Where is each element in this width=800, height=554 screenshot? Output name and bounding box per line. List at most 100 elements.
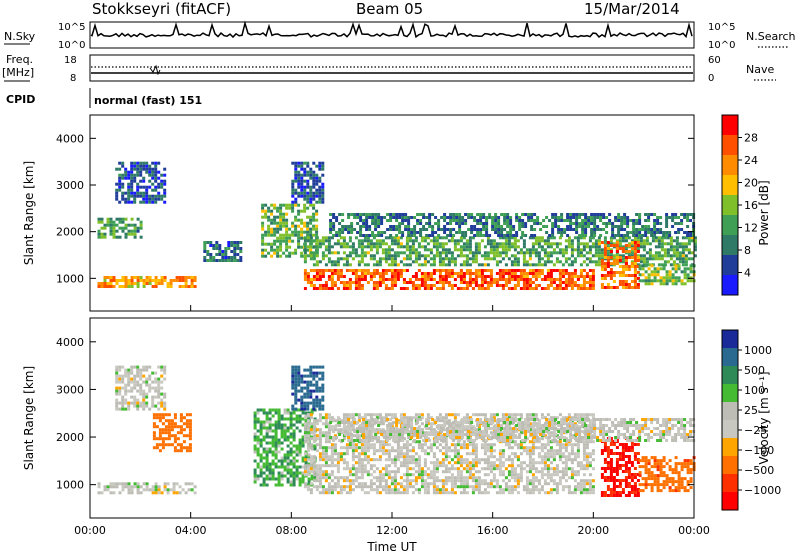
heatmap-cell — [423, 278, 427, 281]
heatmap-cell — [644, 213, 648, 216]
heatmap-cell — [660, 236, 664, 240]
heatmap-cell — [423, 464, 427, 468]
heatmap-cell — [277, 480, 281, 484]
heatmap-cell — [459, 482, 463, 486]
heatmap-cell — [389, 216, 393, 219]
heatmap-cell — [474, 482, 478, 486]
heatmap-cell — [145, 383, 149, 387]
heatmap-cell — [432, 443, 436, 447]
heatmap-cell — [224, 259, 228, 262]
heatmap-cell — [624, 274, 628, 277]
heatmap-cell — [552, 263, 556, 267]
heatmap-cell — [516, 257, 520, 261]
freq-label: Freq. — [6, 53, 33, 66]
heatmap-cell — [384, 467, 388, 471]
heatmap-cell — [336, 272, 340, 275]
heatmap-cell — [533, 213, 537, 216]
heatmap-cell — [315, 212, 319, 216]
heatmap-cell — [292, 429, 296, 433]
heatmap-cell — [127, 182, 131, 186]
heatmap-cell — [130, 185, 134, 189]
heatmap-cell — [624, 286, 628, 289]
heatmap-cell — [438, 461, 442, 465]
heatmap-cell — [303, 203, 307, 207]
heatmap-cell — [321, 257, 325, 261]
heatmap-cell — [575, 222, 579, 225]
heatmap-cell — [552, 287, 556, 290]
colorbar-tick-label: 12 — [744, 222, 758, 235]
heatmap-cell — [283, 468, 287, 472]
heatmap-cell — [635, 219, 639, 222]
heatmap-cell — [474, 248, 478, 252]
heatmap-cell — [647, 267, 651, 271]
heatmap-cell — [261, 203, 265, 207]
heatmap-cell — [357, 278, 361, 281]
heatmap-cell — [321, 404, 325, 408]
heatmap-cell — [495, 281, 499, 284]
heatmap-cell — [294, 224, 298, 228]
heatmap-cell — [384, 284, 388, 287]
heatmap-cell — [399, 236, 403, 240]
heatmap-cell — [543, 263, 547, 267]
heatmap-cell — [507, 455, 511, 459]
heatmap-cell — [309, 422, 313, 426]
heatmap-cell — [193, 285, 197, 288]
heatmap-cell — [315, 233, 319, 237]
heatmap-cell — [411, 260, 415, 264]
heatmap-cell — [267, 206, 271, 210]
heatmap-cell — [351, 446, 355, 450]
heatmap-cell — [381, 485, 385, 489]
heatmap-cell — [279, 224, 283, 228]
heatmap-cell — [384, 479, 388, 483]
heatmap-cell — [543, 242, 547, 246]
heatmap-cell — [513, 485, 517, 489]
heatmap-cell — [318, 464, 322, 468]
heatmap-cell — [680, 270, 684, 274]
heatmap-cell — [393, 281, 397, 284]
heatmap-cell — [303, 467, 307, 471]
heatmap-cell — [270, 227, 274, 231]
heatmap-cell — [654, 251, 658, 255]
heatmap-cell — [133, 179, 137, 183]
heatmap-cell — [582, 284, 586, 287]
heatmap-cell — [494, 219, 498, 222]
heatmap-cell — [662, 234, 666, 237]
heatmap-cell — [426, 278, 430, 281]
heatmap-cell — [575, 213, 579, 216]
heatmap-cell — [476, 231, 480, 234]
heatmap-cell — [585, 287, 589, 290]
heatmap-cell — [443, 228, 447, 231]
heatmap-cell — [136, 285, 140, 288]
heatmap-cell — [306, 485, 310, 489]
heatmap-cell — [441, 269, 445, 272]
heatmap-cell — [611, 231, 615, 234]
heatmap-cell — [474, 446, 478, 450]
heatmap-cell — [687, 257, 691, 261]
heatmap-cell — [585, 245, 589, 249]
heatmap-cell — [516, 269, 520, 272]
heatmap-cell — [357, 263, 361, 267]
heatmap-cell — [603, 236, 607, 240]
heatmap-cell — [501, 416, 505, 420]
heatmap-cell — [665, 222, 669, 225]
heatmap-cell — [330, 488, 334, 492]
heatmap-cell — [291, 380, 295, 384]
heatmap-cell — [546, 242, 550, 246]
heatmap-cell — [267, 224, 271, 228]
heatmap-cell — [236, 253, 240, 256]
heatmap-cell — [109, 285, 113, 288]
heatmap-cell — [633, 280, 637, 283]
heatmap-cell — [318, 167, 322, 171]
heatmap-cell — [133, 232, 137, 236]
heatmap-cell — [345, 269, 349, 272]
heatmap-cell — [474, 260, 478, 264]
heatmap-cell — [551, 213, 555, 216]
heatmap-cell — [459, 476, 463, 480]
heatmap-cell — [298, 408, 302, 412]
heatmap-cell — [273, 242, 277, 246]
heatmap-cell — [651, 257, 655, 261]
heatmap-cell — [372, 287, 376, 290]
heatmap-cell — [121, 191, 125, 195]
heatmap-cell — [115, 404, 119, 408]
heatmap-cell — [429, 272, 433, 275]
